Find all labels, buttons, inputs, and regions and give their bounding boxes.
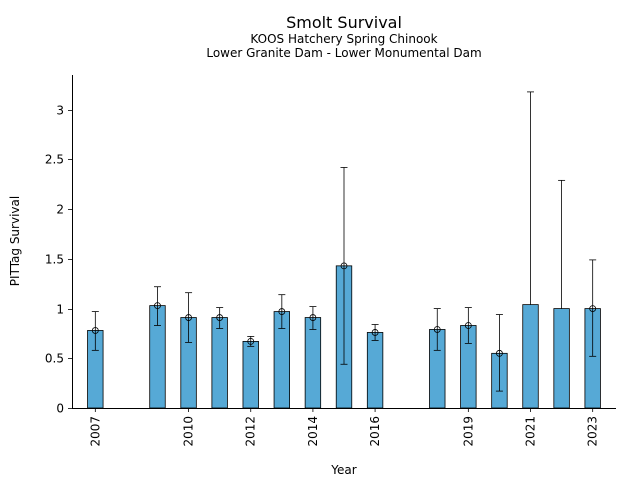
markers-group bbox=[91, 262, 597, 357]
y-tick-label-4: 2 bbox=[56, 203, 64, 217]
bar-2022 bbox=[553, 308, 570, 409]
point-marker-2009 bbox=[154, 302, 161, 310]
point-marker-2018 bbox=[433, 326, 441, 333]
point-marker-2023 bbox=[589, 305, 597, 312]
x-tick-label-7: 2023 bbox=[586, 416, 600, 447]
bars-group bbox=[87, 265, 601, 409]
y-tick-label-2: 1 bbox=[56, 303, 64, 317]
error-bars-group bbox=[91, 91, 597, 392]
x-tick-label-3: 2014 bbox=[306, 416, 320, 447]
y-tick-label-3: 1.5 bbox=[45, 253, 64, 267]
x-tick-label-2: 2012 bbox=[244, 416, 258, 447]
y-ticks-group: 0 0.5 1 1.5 2 2.5 3 bbox=[45, 104, 72, 416]
point-marker-2010 bbox=[185, 314, 192, 321]
x-axis-label: Year bbox=[330, 463, 356, 477]
x-tick-label-4: 2016 bbox=[368, 416, 382, 447]
y-tick-label-1: 0.5 bbox=[45, 352, 64, 366]
bar-2021 bbox=[522, 304, 539, 409]
point-marker-2015 bbox=[340, 262, 348, 270]
x-tick-label-5: 2019 bbox=[461, 416, 475, 447]
point-marker-2011 bbox=[216, 314, 224, 321]
x-tick-label-6: 2021 bbox=[524, 416, 538, 447]
point-marker-2020 bbox=[496, 349, 503, 357]
point-marker-2013 bbox=[278, 308, 286, 315]
x-ticks-group: 2007 2010 2012 2014 2016 2019 2021 2023 bbox=[88, 408, 600, 447]
chart-subtitle-2: Lower Granite Dam - Lower Monumental Dam bbox=[206, 46, 481, 60]
point-marker-2014 bbox=[309, 314, 317, 321]
point-marker-2012 bbox=[247, 337, 255, 345]
bar-2014 bbox=[304, 317, 322, 409]
bar-2016 bbox=[366, 332, 384, 409]
y-tick-label-5: 2.5 bbox=[45, 153, 64, 167]
chart-subtitle-1: KOOS Hatchery Spring Chinook bbox=[250, 32, 437, 46]
y-tick-label-6: 3 bbox=[56, 104, 64, 118]
chart-title: Smolt Survival bbox=[286, 13, 402, 32]
y-tick-label-0: 0 bbox=[56, 402, 64, 416]
bar-2011 bbox=[211, 317, 228, 409]
point-marker-2007 bbox=[91, 327, 99, 334]
x-tick-label-1: 2010 bbox=[182, 416, 196, 447]
point-marker-2019 bbox=[464, 322, 472, 329]
y-axis-label: PITTag Survival bbox=[8, 196, 22, 286]
x-tick-label-0: 2007 bbox=[88, 416, 102, 447]
point-marker-2016 bbox=[371, 329, 379, 336]
bar-2012 bbox=[242, 340, 259, 409]
